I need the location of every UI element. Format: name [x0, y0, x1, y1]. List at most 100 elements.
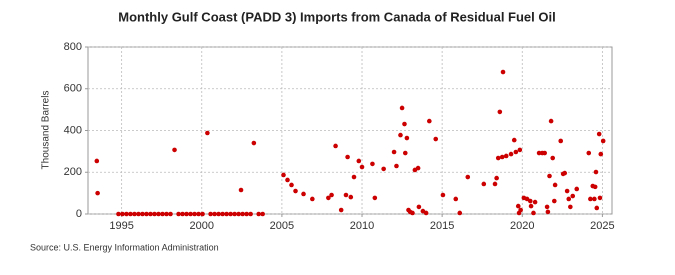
data-point: [116, 211, 121, 217]
data-point: [552, 198, 557, 204]
data-point: [600, 138, 606, 144]
data-point: [301, 191, 306, 197]
data-point: [598, 151, 604, 157]
data-point: [503, 153, 509, 159]
data-point: [120, 211, 125, 217]
data-point: [596, 131, 602, 137]
data-point: [370, 161, 375, 167]
data-point: [240, 211, 245, 217]
y-tick-label: 600: [64, 83, 82, 95]
data-point: [564, 188, 570, 194]
data-point: [200, 211, 205, 217]
y-tick-label: 0: [76, 208, 82, 220]
data-point: [356, 158, 362, 164]
data-point: [497, 109, 503, 115]
data-point: [205, 130, 210, 136]
data-point: [499, 154, 505, 160]
y-tick-label: 200: [64, 166, 82, 178]
data-point: [586, 150, 592, 156]
data-point: [256, 211, 261, 217]
data-point: [528, 203, 534, 209]
y-tick-label: 400: [64, 124, 82, 136]
data-point: [593, 169, 599, 175]
x-tick-label: 2015: [430, 220, 454, 232]
data-point: [547, 173, 552, 179]
data-point: [220, 211, 225, 217]
data-point: [427, 118, 432, 124]
data-point: [281, 172, 286, 178]
data-point: [527, 198, 533, 204]
x-tick-label: 2010: [350, 220, 374, 232]
data-point: [542, 150, 547, 156]
data-point: [415, 165, 421, 171]
data-point: [494, 175, 499, 181]
x-tick-label: 2000: [190, 220, 214, 232]
x-tick-label: 2005: [270, 220, 294, 232]
data-point: [457, 210, 463, 216]
data-point: [550, 155, 556, 161]
data-point: [184, 211, 189, 217]
x-tick-label: 2020: [510, 220, 534, 232]
data-point: [398, 132, 403, 138]
data-point: [160, 211, 165, 217]
data-point: [285, 177, 290, 183]
data-point: [132, 211, 137, 217]
data-point: [410, 210, 415, 216]
data-point: [495, 155, 501, 161]
data-point: [188, 211, 193, 217]
data-point: [343, 192, 349, 198]
data-point: [404, 135, 410, 141]
data-point: [176, 211, 181, 217]
data-point: [402, 150, 408, 156]
data-point: [228, 211, 233, 217]
data-point: [515, 203, 521, 209]
data-point: [562, 170, 568, 176]
data-point: [394, 163, 399, 169]
data-point: [251, 140, 257, 146]
data-point: [372, 195, 378, 201]
data-point: [511, 137, 517, 143]
data-point: [128, 211, 133, 217]
data-point: [289, 182, 294, 188]
data-point: [329, 192, 334, 198]
data-point: [558, 138, 564, 144]
data-point: [152, 211, 157, 217]
data-point: [399, 105, 405, 111]
data-point: [481, 181, 487, 187]
data-point: [95, 190, 100, 196]
data-point: [196, 211, 201, 217]
data-point: [156, 211, 161, 217]
data-point: [574, 186, 580, 192]
data-point: [508, 151, 514, 157]
data-point: [536, 150, 542, 156]
data-point: [180, 211, 185, 217]
data-point: [144, 211, 149, 217]
data-point: [244, 211, 249, 217]
data-point: [545, 209, 551, 215]
data-point: [216, 211, 221, 217]
data-point: [148, 211, 153, 217]
data-point: [594, 205, 600, 211]
data-point: [597, 195, 603, 201]
data-point: [465, 174, 471, 180]
data-point: [260, 211, 265, 217]
data-point: [359, 164, 365, 170]
data-point: [552, 182, 558, 188]
data-point: [326, 195, 331, 201]
data-point: [453, 196, 459, 202]
data-point: [568, 204, 573, 210]
data-point: [338, 207, 344, 213]
data-point: [310, 196, 315, 202]
data-point: [391, 149, 397, 155]
data-point: [381, 166, 386, 172]
data-point: [124, 211, 129, 217]
data-point: [212, 211, 217, 217]
data-point: [532, 199, 538, 205]
data-point: [136, 211, 141, 217]
data-point: [192, 211, 197, 217]
data-point: [518, 207, 523, 213]
data-point: [492, 181, 498, 187]
y-tick-label: 800: [64, 41, 82, 53]
data-point: [94, 158, 100, 164]
